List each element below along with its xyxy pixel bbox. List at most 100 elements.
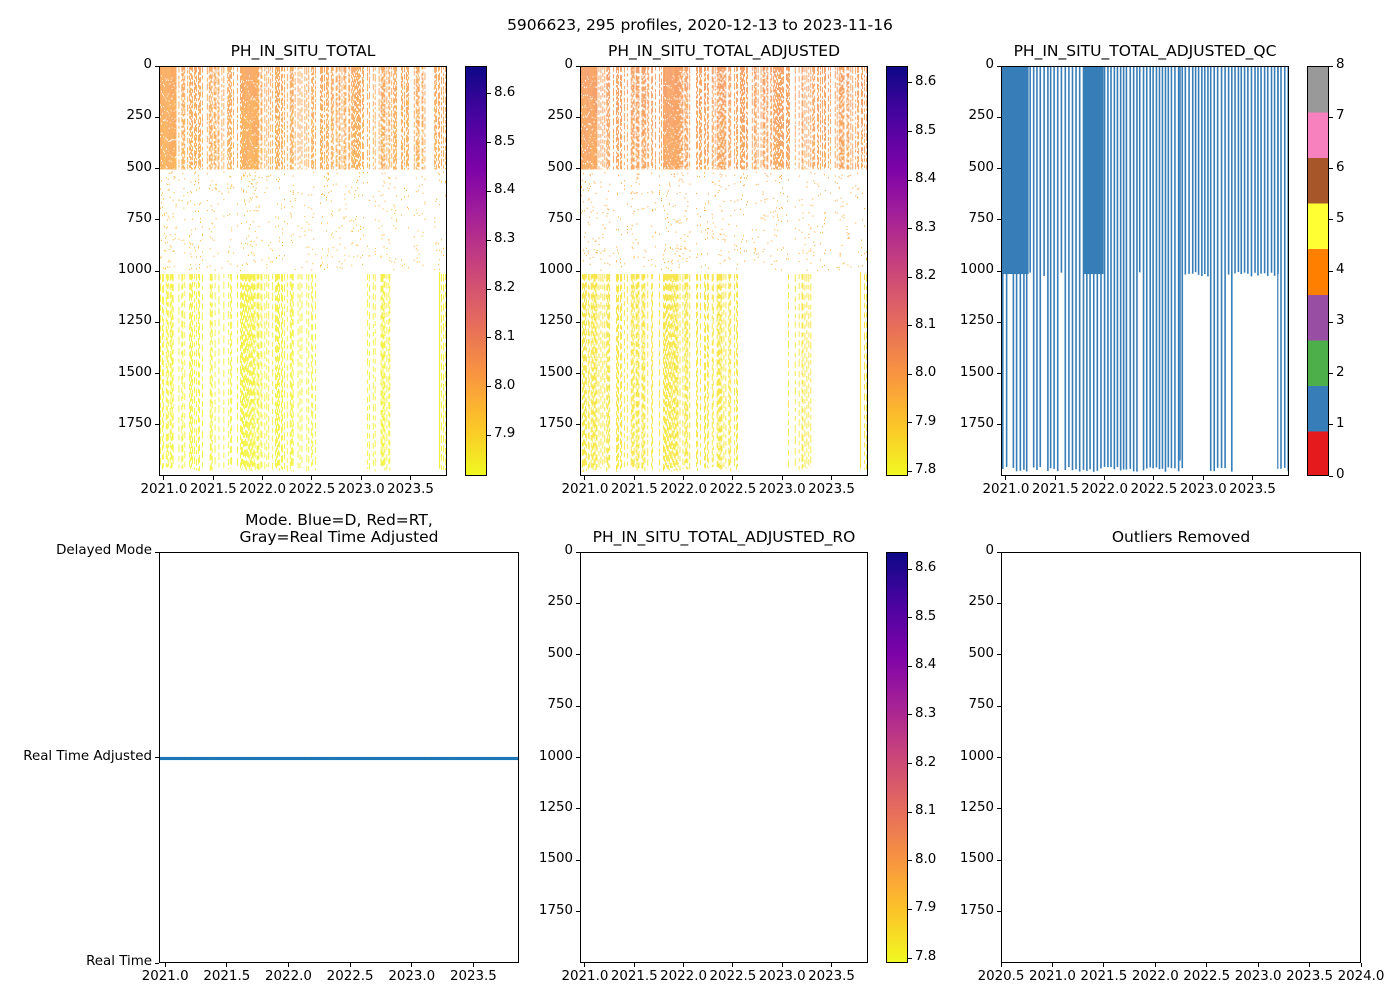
data-cell [240, 150, 241, 155]
data-cell [384, 340, 386, 349]
data-cell [278, 404, 279, 410]
data-cell [258, 404, 260, 409]
data-cell [382, 313, 384, 322]
data-cell [421, 114, 423, 120]
data-cell [192, 120, 193, 129]
data-cell [381, 91, 383, 100]
data-cell [256, 464, 258, 469]
data-cell [386, 444, 388, 451]
data-cell [382, 185, 384, 187]
data-cell [198, 388, 199, 394]
profile-column [231, 67, 233, 470]
data-cell [312, 167, 314, 170]
data-cell [169, 466, 171, 469]
data-cell [240, 335, 241, 341]
data-cell [237, 347, 238, 352]
data-cell [374, 165, 376, 170]
data-cell [165, 317, 167, 323]
data-cell [322, 151, 323, 155]
data-cell [357, 104, 358, 110]
data-cell [368, 311, 370, 320]
data-cell [170, 391, 172, 399]
data-cell [255, 97, 257, 107]
data-cell [311, 439, 313, 444]
data-cell [237, 203, 239, 206]
data-cell [384, 280, 386, 289]
data-cell [272, 445, 274, 451]
data-cell [395, 117, 397, 123]
data-cell [165, 371, 167, 377]
data-cell [355, 115, 357, 118]
data-cell [242, 293, 243, 300]
data-cell [214, 445, 216, 454]
data-cell [251, 362, 253, 368]
data-cell [160, 84, 161, 105]
data-cell [418, 76, 420, 81]
data-cell [172, 83, 174, 94]
data-cell [348, 67, 350, 70]
data-cell [312, 153, 314, 158]
data-cell [242, 364, 243, 371]
data-cell [244, 274, 246, 282]
data-cell [256, 302, 258, 309]
data-cell [168, 266, 170, 268]
data-cell [237, 133, 238, 141]
data-cell [214, 98, 216, 106]
data-cell [241, 283, 242, 288]
data-cell [209, 453, 211, 461]
data-cell [299, 369, 301, 374]
data-cell [366, 319, 368, 327]
data-cell [299, 306, 301, 312]
profile-column [289, 67, 291, 470]
data-cell [223, 162, 225, 170]
data-cell [332, 100, 334, 108]
data-cell [254, 100, 256, 117]
data-cell [277, 438, 278, 443]
data-cell [386, 86, 388, 93]
data-cell [160, 283, 161, 292]
data-cell [242, 466, 243, 468]
data-cell [172, 357, 174, 365]
data-cell [311, 269, 313, 271]
data-cell [378, 83, 380, 87]
data-cell [264, 82, 266, 87]
data-cell [341, 84, 343, 92]
data-cell [326, 172, 328, 175]
data-cell [407, 267, 409, 269]
data-cell [441, 285, 442, 291]
data-cell [161, 146, 163, 163]
data-cell [217, 115, 219, 124]
data-cell [418, 83, 420, 93]
data-cell [383, 282, 385, 287]
data-cell [189, 89, 191, 94]
profile-column [406, 67, 407, 192]
data-cell [279, 364, 280, 370]
data-cell [380, 333, 382, 339]
data-cell [192, 111, 193, 119]
data-cell [360, 94, 361, 98]
data-cell [382, 113, 384, 118]
data-cell [278, 290, 279, 295]
data-cell [404, 167, 405, 170]
data-cell [223, 215, 225, 217]
data-cell [214, 162, 216, 166]
data-cell [382, 125, 384, 131]
profile-column [250, 67, 252, 471]
data-cell [162, 463, 164, 468]
data-cell [191, 73, 193, 79]
data-cell [231, 307, 233, 312]
data-cell [363, 70, 364, 78]
data-cell [283, 206, 285, 208]
data-cell [388, 274, 390, 280]
data-cell [413, 236, 415, 238]
data-cell [250, 417, 252, 425]
data-cell [368, 111, 370, 119]
profile-column [178, 67, 180, 468]
data-cell [182, 125, 184, 129]
data-cell [192, 274, 194, 280]
data-cell [301, 227, 303, 229]
data-cell [264, 154, 266, 162]
data-cell [198, 153, 199, 159]
data-cell [200, 153, 201, 157]
data-cell [315, 132, 317, 139]
